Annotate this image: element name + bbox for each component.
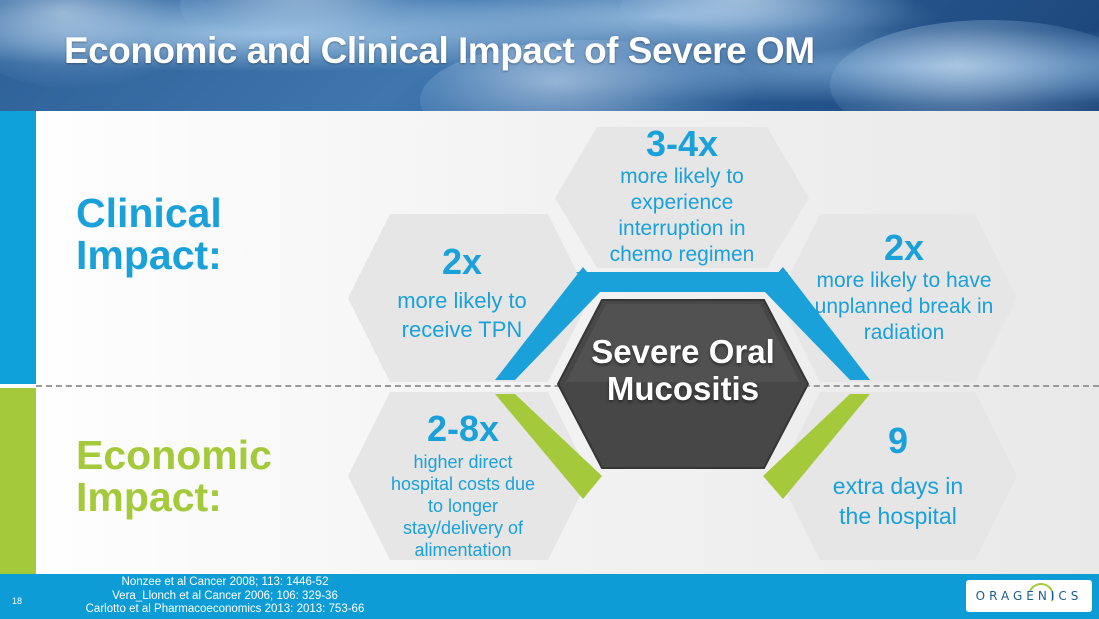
hexagon-bottom-left-stat: 2-8x xyxy=(426,408,500,449)
page-number: 18 xyxy=(12,596,23,606)
reference-item: Carlotto et al Pharmacoeconomics 2013: 2… xyxy=(85,603,365,615)
hexagon-left-stat: 2x xyxy=(441,241,483,282)
center-label: Severe Oral Mucositis xyxy=(591,333,775,407)
hexagon-bottom-right-description: extra days in the hospital xyxy=(832,473,964,529)
reference-item: Nonzee et al Cancer 2008; 113: 1446-52 xyxy=(121,576,329,588)
clinical-impact-heading: Clinical Impact: xyxy=(76,190,222,279)
slide-title: Economic and Clinical Impact of Severe O… xyxy=(64,30,815,71)
footer-bar xyxy=(0,574,1099,619)
logo-text: ORAGENICS xyxy=(975,589,1083,603)
hexagon-bottom-left-description: higher direct hospital costs due to long… xyxy=(390,452,536,560)
hexagon-top-stat: 3-4x xyxy=(645,123,719,164)
hexagon-top-text: 3-4x more likely to experience interrupt… xyxy=(592,124,772,268)
hexagon-bottom-left-text: 2-8x higher direct hospital costs due to… xyxy=(386,409,540,561)
connector-right xyxy=(763,267,870,380)
connector-bottom-left xyxy=(495,394,602,499)
hexagon-bottom-right-text: 9 extra days in the hospital xyxy=(828,421,968,531)
hexagon-bottom-right-stat: 9 xyxy=(887,420,909,461)
hexagon-right-text: 2x more likely to have unplanned break i… xyxy=(814,228,994,346)
references: Nonzee et al Cancer 2008; 113: 1446-52 V… xyxy=(60,576,390,617)
hexagon-left-description: more likely to receive TPN xyxy=(397,288,527,342)
hexagon-bottom-right xyxy=(778,392,1017,560)
header-banner: Economic and Clinical Impact of Severe O… xyxy=(0,0,1099,111)
connector-left xyxy=(495,267,602,380)
economic-impact-heading: Economic Impact: xyxy=(76,432,272,521)
hexagon-top-description: more likely to experience interruption i… xyxy=(609,165,755,266)
hexagon-left-text: 2x more likely to receive TPN xyxy=(392,242,532,344)
connector-top xyxy=(576,272,788,292)
hexagon-right-stat: 2x xyxy=(883,227,925,268)
hexagon-right-description: more likely to have unplanned break in r… xyxy=(814,269,994,344)
clinical-accent-bar xyxy=(0,111,36,384)
hexagon-top xyxy=(555,127,809,268)
oragenics-logo: ORAGENICS xyxy=(966,579,1092,613)
economic-accent-bar xyxy=(0,388,36,574)
reference-item: Vera_Llonch et al Cancer 2006; 106: 329-… xyxy=(112,589,338,602)
connector-bottom-right xyxy=(763,394,870,499)
